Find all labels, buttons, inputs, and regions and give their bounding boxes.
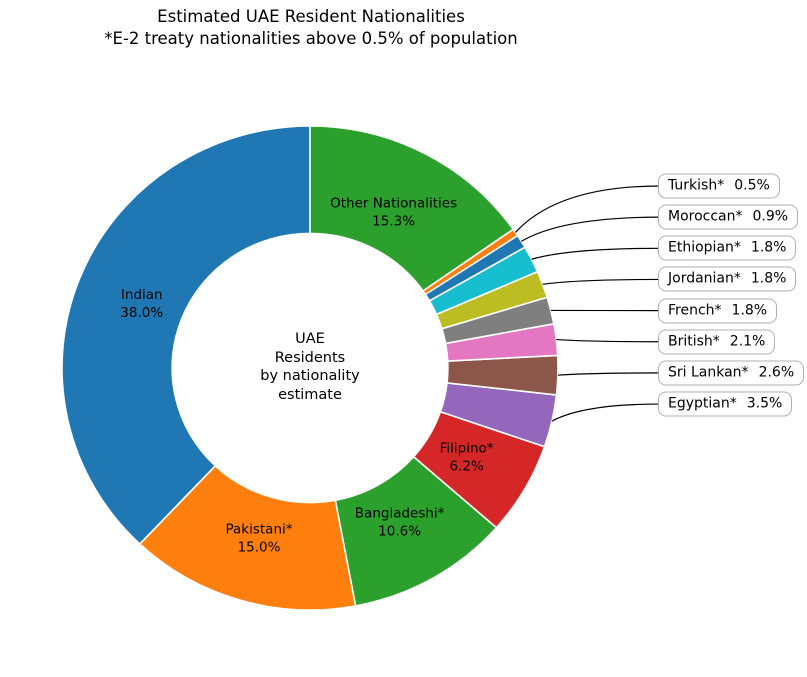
callout-percent: 3.5%: [746, 395, 783, 412]
leader-line-turkish: [514, 185, 661, 233]
callout-label: Moroccan*: [668, 208, 743, 225]
leader-line-ethiopian: [531, 247, 661, 260]
callout-percent: 0.9%: [752, 208, 789, 225]
leader-line-moroccan: [521, 216, 661, 242]
callout-french: French* 1.8%: [658, 298, 778, 324]
slice-label-indian: Indian 38.0%: [120, 287, 163, 321]
slice-label-bangladeshi: Bangladeshi* 10.6%: [355, 505, 445, 539]
callout-percent: 0.5%: [734, 177, 770, 194]
callout-ethiopian: Ethiopian* 1.8%: [658, 235, 797, 261]
callout-label: British*: [668, 333, 720, 350]
center-label-line-1: UAE: [295, 331, 325, 347]
callout-label: Egyptian*: [668, 395, 737, 412]
callout-sri-lankan: Sri Lankan* 2.6%: [658, 360, 805, 386]
callout-percent: 1.8%: [750, 270, 787, 287]
pie-slice-other-nationalities: [309, 125, 515, 292]
chart-title: Estimated UAE Resident Nationalities: [157, 7, 465, 26]
slice-label-pakistani: Pakistani* 15.0%: [225, 522, 292, 556]
center-label-line-2: Residents: [274, 349, 346, 366]
slice-label-other-nationalities: Other Nationalities 15.3%: [330, 195, 457, 229]
callout-label: French*: [668, 302, 722, 319]
callout-turkish: Turkish* 0.5%: [658, 173, 780, 199]
callout-percent: 1.8%: [750, 239, 787, 256]
callout-percent: 2.6%: [758, 364, 795, 381]
callout-jordanian: Jordanian* 1.8%: [658, 266, 797, 292]
callout-moroccan: Moroccan* 0.9%: [658, 204, 799, 230]
leader-line-jordanian: [542, 278, 661, 285]
callout-label: Turkish*: [668, 177, 725, 194]
center-label-line-4: estimate: [278, 386, 342, 403]
leader-line-british: [556, 338, 661, 343]
leader-line-egyptian: [551, 403, 661, 422]
pie-slice-indian: [61, 125, 311, 545]
slice-label-filipino: Filipino* 6.2%: [440, 441, 494, 475]
leader-line-sri-lankan: [557, 372, 661, 376]
callout-label: Ethiopian*: [668, 239, 741, 256]
callout-label: Jordanian*: [668, 270, 741, 287]
callout-british: British* 2.1%: [658, 329, 776, 355]
callout-egyptian: Egyptian* 3.5%: [658, 391, 793, 417]
center-label: UAE Residents by nationality estimate: [210, 330, 410, 404]
callout-percent: 1.8%: [731, 302, 768, 319]
chart-subtitle: *E-2 treaty nationalities above 0.5% of …: [104, 29, 518, 48]
callout-percent: 2.1%: [729, 333, 766, 350]
callout-label: Sri Lankan*: [668, 364, 749, 381]
chart-title-block: Estimated UAE Resident Nationalities *E-…: [0, 6, 622, 50]
center-label-line-3: by nationality: [260, 368, 360, 384]
